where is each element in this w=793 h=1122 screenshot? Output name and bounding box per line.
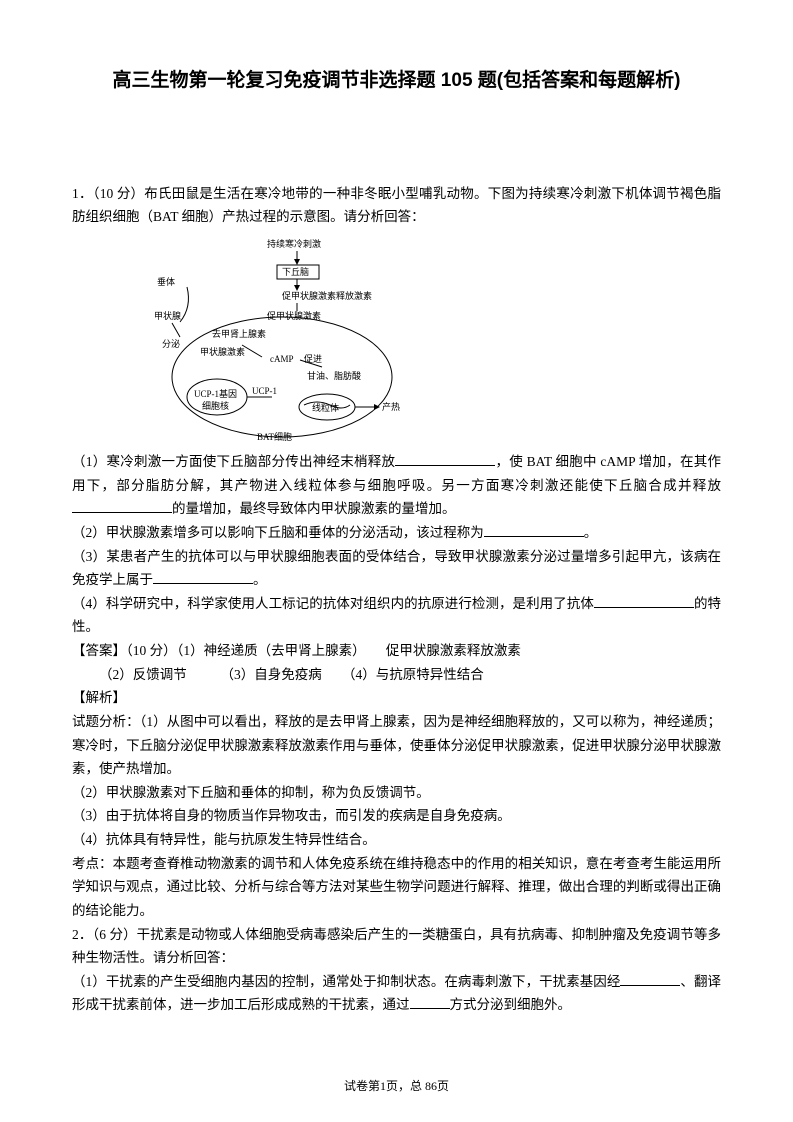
q2-sub1: （1）干扰素的产生受细胞内基因的控制，通常处于抑制状态。在病毒刺激下，干扰素基因… xyxy=(72,970,721,1017)
q2-intro-text: 干扰素是动物或人体细胞受病毒感染后产生的一类糖蛋白，具有抗病毒、抑制肿瘤及免疫调… xyxy=(72,927,721,966)
q1-sub1c: 的量增加，最终导致体内甲状腺激素的量增加。 xyxy=(172,501,456,516)
q1-exam-point: 考点：本题考查脊椎动物激素的调节和人体免疫系统在维持稳态中的作用的相关知识，意在… xyxy=(72,852,721,923)
answer-label: 【答案】（10 分） xyxy=(72,643,177,658)
q1-exp4: （4）抗体具有特异性，能与抗原发生特异性结合。 xyxy=(72,828,721,852)
diag-depne: 去甲肾上腺素 xyxy=(212,328,266,339)
diag-bat: BAT细胞 xyxy=(257,431,292,442)
q2-sub1c: 方式分泌到细胞外。 xyxy=(450,997,572,1012)
diag-mito: 线粒体 xyxy=(312,402,339,413)
q1-exp1: 试题分析：（1）从图中可以看出，释放的是去甲肾上腺素，因为是神经细胞释放的，又可… xyxy=(72,710,721,781)
diag-heat: 产热 xyxy=(382,401,400,412)
q1-intro: 1．（10 分）布氏田鼠是生活在寒冷地带的一种非冬眠小型哺乳动物。下图为持续寒冷… xyxy=(72,182,721,229)
q1-intro-text: 布氏田鼠是生活在寒冷地带的一种非冬眠小型哺乳动物。下图为持续寒冷刺激下机体调节褐… xyxy=(72,186,721,225)
diag-label-top: 持续寒冷刺激 xyxy=(267,238,321,249)
blank xyxy=(484,523,584,537)
q1-sub2b: 。 xyxy=(584,525,598,540)
diag-camp: cAMP xyxy=(270,354,294,364)
q1-exp3: （3）由于抗体将自身的物质当作异物攻击，而引发的疾病是自身免疫病。 xyxy=(72,804,721,828)
q1-sub2a: （2）甲状腺激素增多可以影响下丘脑和垂体的分泌活动，该过程称为 xyxy=(72,525,484,540)
q2-number: 2．（6 分） xyxy=(72,927,137,942)
q2-intro: 2．（6 分）干扰素是动物或人体细胞受病毒感染后产生的一类糖蛋白，具有抗病毒、抑… xyxy=(72,923,721,970)
q1-sub1a: （1）寒冷刺激一方面使下丘脑部分传出神经末梢释放 xyxy=(72,454,395,469)
q1-answer-line2: （2）反馈调节 （3）自身免疫病 （4）与抗原特异性结合 xyxy=(72,663,721,687)
blank xyxy=(395,453,495,467)
q1-sub3b: 。 xyxy=(253,572,267,587)
blank xyxy=(410,996,450,1010)
diag-thyroid: 甲状腺 xyxy=(154,310,181,321)
q1-sub4: （4）科学研究中，科学家使用人工标记的抗体对组织内的抗原进行检测，是利用了抗体的… xyxy=(72,592,721,639)
page-footer: 试卷第1页，总 86页 xyxy=(0,1077,793,1094)
blank xyxy=(620,972,680,986)
analysis-label: 【解析】 xyxy=(72,686,721,710)
q1-answer-line1: 【答案】（10 分）（1）神经递质（去甲肾上腺素） 促甲状腺激素释放激素 xyxy=(72,639,721,663)
diag-thyroidh: 甲状腺激素 xyxy=(200,346,245,357)
q1-ans1: （1）神经递质（去甲肾上腺素） 促甲状腺激素释放激素 xyxy=(177,643,521,658)
q1-number: 1．（10 分） xyxy=(72,186,144,201)
diag-trh: 促甲状腺激素释放激素 xyxy=(282,290,372,301)
q2-sub1a: （1）干扰素的产生受细胞内基因的控制，通常处于抑制状态。在病毒刺激下，干扰素基因… xyxy=(72,974,620,989)
q1-diagram: 持续寒冷刺激 下丘脑 促甲状腺激素释放激素 促甲状腺激素 垂体 甲状腺 分泌 去… xyxy=(152,237,432,442)
diag-hypothalamus: 下丘脑 xyxy=(282,266,309,277)
blank xyxy=(72,500,172,514)
q1-sub2: （2）甲状腺激素增多可以影响下丘脑和垂体的分泌活动，该过程称为 。 xyxy=(72,521,721,545)
diag-pituitary: 垂体 xyxy=(157,276,175,287)
diag-secrete: 分泌 xyxy=(162,338,180,349)
blank xyxy=(594,594,694,608)
diag-nucleus: 细胞核 xyxy=(202,400,229,411)
q1-sub4a: （4）科学研究中，科学家使用人工标记的抗体对组织内的抗原进行检测，是利用了抗体 xyxy=(72,596,594,611)
q1-sub1: （1）寒冷刺激一方面使下丘脑部分传出神经末梢释放，使 BAT 细胞中 cAMP … xyxy=(72,450,721,521)
diag-fat: 甘油、脂肪酸 xyxy=(307,370,361,381)
diag-ucp1: UCP-1 xyxy=(252,386,277,396)
q1-sub3: （3）某患者产生的抗体可以与甲状腺细胞表面的受体结合，导致甲状腺激素分泌过量增多… xyxy=(72,545,721,592)
page-title: 高三生物第一轮复习免疫调节非选择题 105 题(包括答案和每题解析) xyxy=(72,60,721,102)
diag-ucp: UCP-1基因 xyxy=(194,388,237,399)
q1-exp2: （2）甲状腺激素对下丘脑和垂体的抑制，称为负反馈调节。 xyxy=(72,781,721,805)
content-body: 1．（10 分）布氏田鼠是生活在寒冷地带的一种非冬眠小型哺乳动物。下图为持续寒冷… xyxy=(72,182,721,1017)
blank xyxy=(153,571,253,585)
